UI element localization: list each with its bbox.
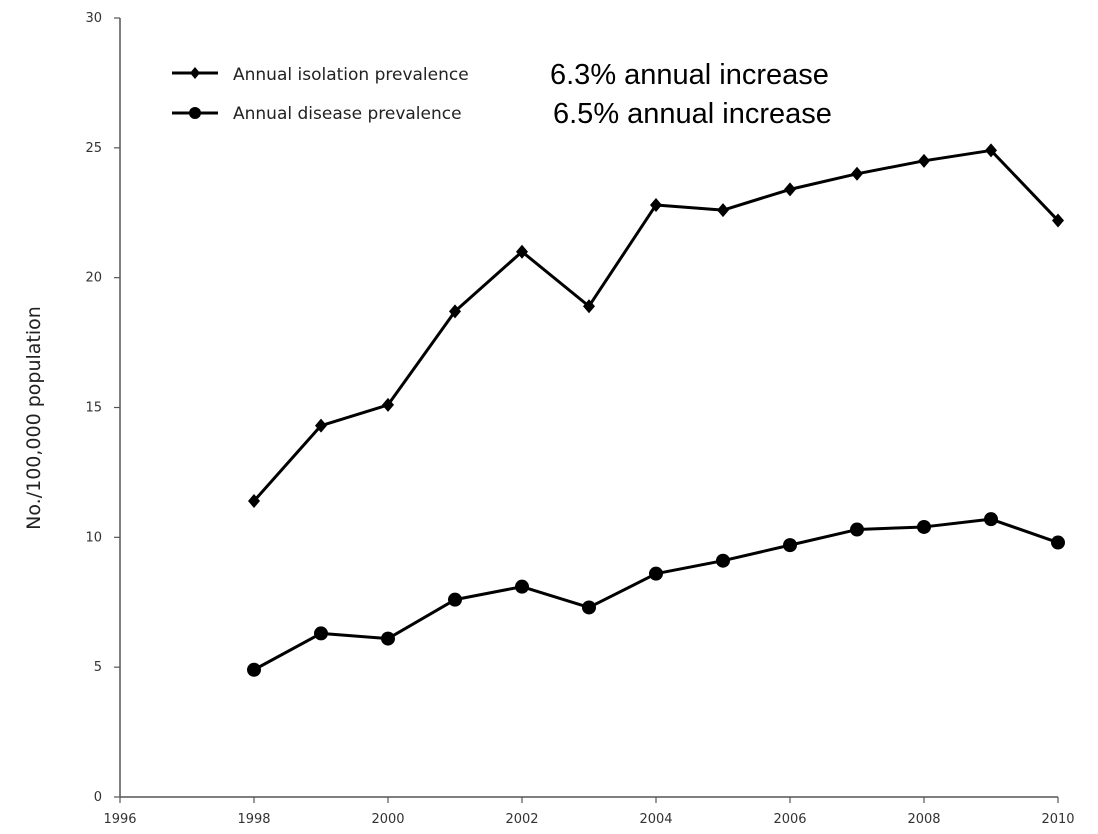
data-point-disease (649, 566, 663, 581)
y-tick-label: 10 (85, 530, 102, 545)
y-axis-title: No./100,000 population (23, 306, 45, 530)
y-tick-label: 25 (85, 141, 102, 156)
legend-marker-disease (189, 107, 201, 119)
data-point-isolation (315, 418, 327, 433)
data-point-isolation (918, 153, 930, 168)
series-line-disease (253, 517, 1059, 672)
x-tick-label: 2010 (1041, 812, 1074, 827)
data-point-isolation (248, 493, 260, 508)
data-point-isolation (784, 182, 796, 197)
axes (119, 18, 1058, 798)
data-point-disease (984, 512, 998, 527)
data-point-isolation (449, 304, 461, 319)
data-point-isolation (516, 244, 528, 259)
y-ticks: 0 5 10 15 20 25 30 (85, 11, 120, 805)
y-tick-label: 15 (85, 401, 102, 416)
annotation-disease: 6.5% annual increase (553, 98, 832, 130)
data-point-isolation (583, 299, 595, 314)
x-tick-label: 1998 (237, 812, 270, 827)
data-point-disease (448, 592, 462, 607)
x-tick-label: 1996 (103, 812, 136, 827)
data-point-disease (917, 519, 931, 534)
y-tick-label: 0 (94, 790, 102, 805)
y-tick-label: 20 (85, 271, 102, 286)
data-point-disease (1051, 535, 1065, 550)
annotation-isolation: 6.3% annual increase (550, 59, 829, 91)
data-point-isolation (382, 397, 394, 412)
data-point-isolation (650, 197, 662, 212)
data-point-isolation (851, 166, 863, 181)
legend-label-isolation: Annual isolation prevalence (233, 65, 469, 85)
data-point-disease (582, 600, 596, 615)
data-point-isolation (985, 143, 997, 158)
legend: Annual isolation prevalence 6.3% annual … (172, 59, 832, 130)
x-tick-label: 2004 (639, 812, 672, 827)
data-point-isolation (717, 203, 729, 218)
legend-item-disease: Annual disease prevalence 6.5% annual in… (172, 98, 832, 130)
data-point-disease (314, 626, 328, 641)
x-tick-label: 2008 (907, 812, 940, 827)
data-point-disease (783, 538, 797, 553)
x-ticks: 1996 1998 2000 2002 2004 2006 2008 2010 (103, 797, 1075, 827)
plot-area (247, 143, 1065, 677)
data-point-disease (850, 522, 864, 537)
data-point-disease (381, 631, 395, 646)
y-tick-label: 5 (94, 660, 102, 675)
x-tick-label: 2006 (773, 812, 806, 827)
legend-label-disease: Annual disease prevalence (233, 104, 462, 124)
data-point-disease (247, 662, 261, 677)
legend-marker-isolation (190, 67, 200, 79)
y-tick-label: 30 (85, 11, 102, 26)
x-tick-label: 2000 (371, 812, 404, 827)
legend-item-isolation: Annual isolation prevalence 6.3% annual … (172, 59, 829, 91)
data-point-disease (515, 579, 529, 594)
data-point-disease (716, 553, 730, 568)
x-tick-label: 2002 (505, 812, 538, 827)
data-point-isolation (1052, 213, 1064, 228)
